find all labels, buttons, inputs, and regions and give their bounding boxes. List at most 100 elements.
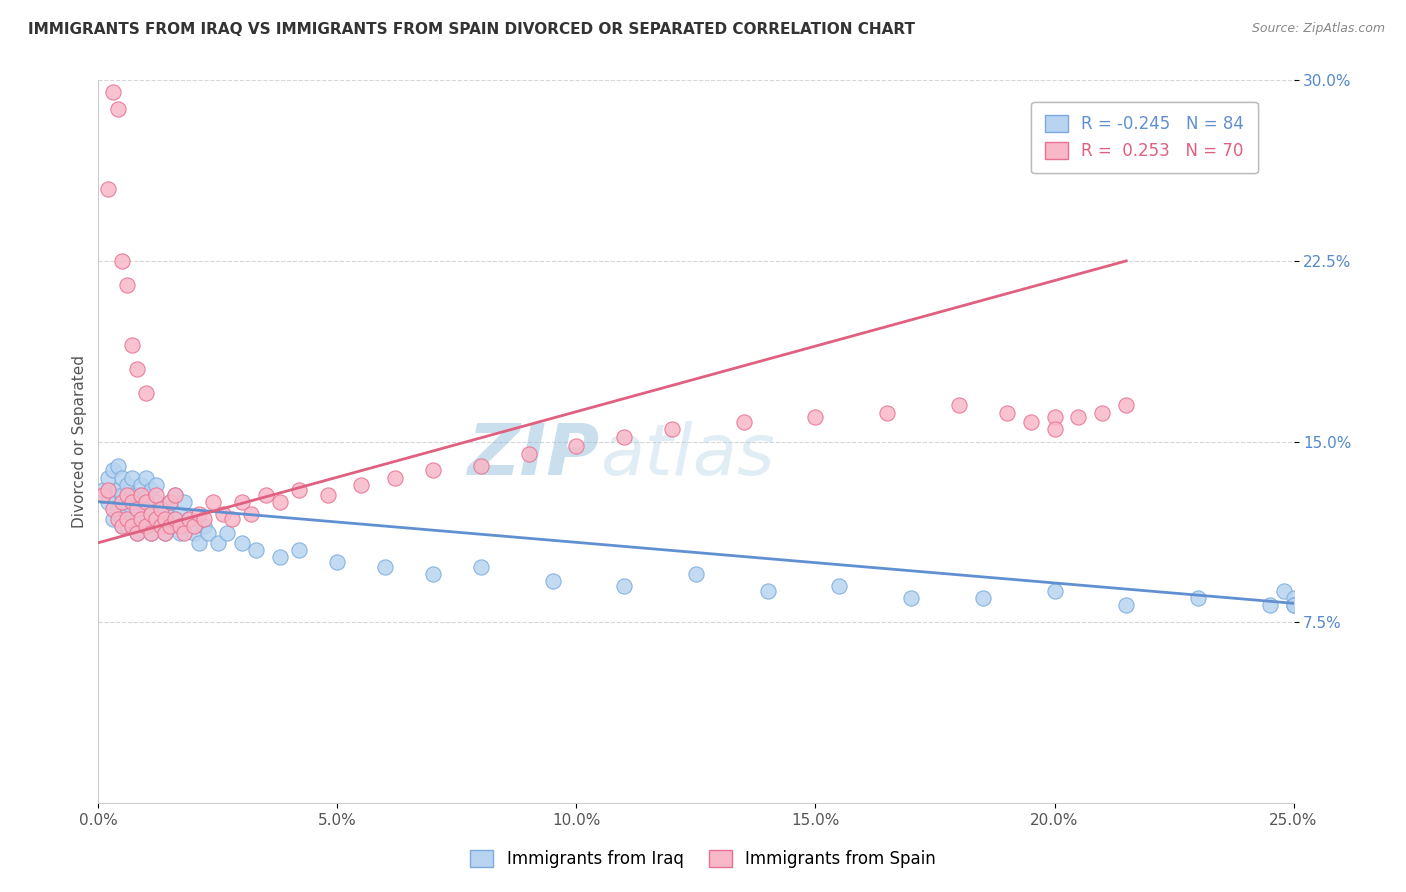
Point <box>121 487 143 501</box>
Point <box>145 494 167 508</box>
Text: ZIP: ZIP <box>468 422 600 491</box>
Point <box>125 507 148 521</box>
Point <box>1043 583 1066 598</box>
Point <box>384 470 406 484</box>
Point <box>169 518 191 533</box>
Point <box>163 511 186 525</box>
Point <box>101 85 124 99</box>
Point <box>125 362 148 376</box>
Text: IMMIGRANTS FROM IRAQ VS IMMIGRANTS FROM SPAIN DIVORCED OR SEPARATED CORRELATION : IMMIGRANTS FROM IRAQ VS IMMIGRANTS FROM … <box>28 22 915 37</box>
Point <box>661 422 683 436</box>
Point <box>115 507 138 521</box>
Point <box>155 526 177 541</box>
Point <box>107 511 129 525</box>
Point <box>183 518 205 533</box>
Point <box>155 511 177 525</box>
Point <box>145 511 167 525</box>
Point <box>1187 591 1209 605</box>
Point <box>97 483 120 497</box>
Point <box>217 526 239 541</box>
Point <box>374 559 396 574</box>
Point <box>187 535 209 549</box>
Point <box>169 507 191 521</box>
Point <box>155 502 177 516</box>
Point <box>470 458 492 473</box>
Point <box>202 494 225 508</box>
Point <box>613 430 636 444</box>
Point <box>139 507 162 521</box>
Point <box>111 470 134 484</box>
Point <box>288 483 311 497</box>
Point <box>422 463 444 477</box>
Point <box>173 526 195 541</box>
Point <box>135 470 157 484</box>
Point <box>900 591 922 605</box>
Point <box>828 579 851 593</box>
Point <box>121 518 143 533</box>
Point <box>173 494 195 508</box>
Point <box>101 487 124 501</box>
Point <box>613 579 636 593</box>
Point <box>163 487 186 501</box>
Point <box>101 511 124 525</box>
Point <box>159 494 181 508</box>
Point <box>541 574 564 589</box>
Point <box>145 511 167 525</box>
Legend: R = -0.245   N = 84, R =  0.253   N = 70: R = -0.245 N = 84, R = 0.253 N = 70 <box>1032 102 1258 173</box>
Point <box>1019 415 1042 429</box>
Point <box>149 502 172 516</box>
Point <box>756 583 779 598</box>
Point <box>159 518 181 533</box>
Point <box>1043 422 1066 436</box>
Point <box>97 181 120 195</box>
Point <box>1282 591 1305 605</box>
Point <box>517 446 540 460</box>
Point <box>111 494 134 508</box>
Point <box>422 567 444 582</box>
Point <box>159 494 181 508</box>
Point <box>179 511 201 525</box>
Text: atlas: atlas <box>600 422 775 491</box>
Point <box>115 478 138 492</box>
Point <box>221 511 243 525</box>
Point <box>131 487 153 501</box>
Point <box>173 518 195 533</box>
Point <box>135 518 157 533</box>
Point <box>240 507 263 521</box>
Text: Source: ZipAtlas.com: Source: ZipAtlas.com <box>1251 22 1385 36</box>
Point <box>107 483 129 497</box>
Point <box>316 487 339 501</box>
Point <box>125 502 148 516</box>
Point <box>145 478 167 492</box>
Point <box>733 415 755 429</box>
Point <box>1282 599 1305 613</box>
Point <box>1067 410 1090 425</box>
Point <box>288 542 311 557</box>
Point <box>245 542 267 557</box>
Point <box>565 439 588 453</box>
Point <box>111 494 134 508</box>
Point <box>139 526 162 541</box>
Point <box>101 502 124 516</box>
Point <box>91 483 114 497</box>
Point <box>169 526 191 541</box>
Point <box>149 518 172 533</box>
Point <box>111 253 134 268</box>
Point <box>145 487 167 501</box>
Point <box>995 406 1018 420</box>
Point <box>125 526 148 541</box>
Point <box>115 487 138 501</box>
Point <box>187 507 209 521</box>
Point <box>254 487 277 501</box>
Point <box>131 494 153 508</box>
Point <box>350 478 373 492</box>
Point <box>131 511 153 525</box>
Point <box>207 535 229 549</box>
Point <box>183 526 205 541</box>
Point <box>326 555 349 569</box>
Point <box>149 507 172 521</box>
Point <box>149 518 172 533</box>
Point <box>163 511 186 525</box>
Point <box>115 277 138 292</box>
Point <box>115 511 138 525</box>
